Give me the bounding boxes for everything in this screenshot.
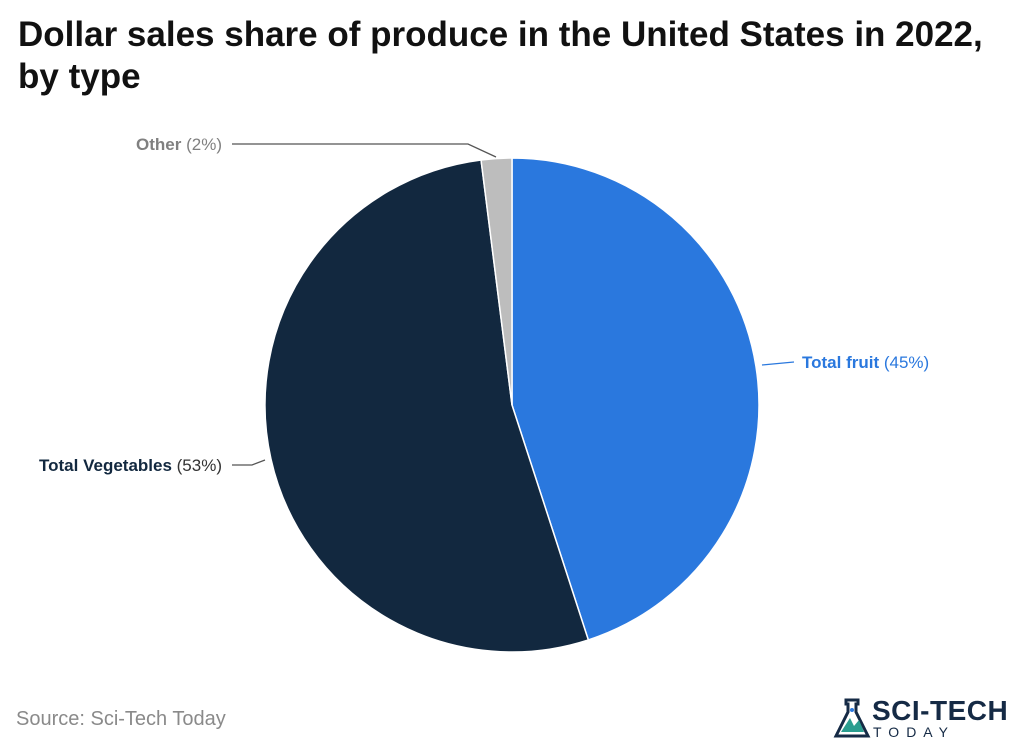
pie-chart: Total fruit (45%) Total Vegetables (53%) O…	[39, 135, 929, 653]
leader-line-other	[232, 143, 497, 158]
slice-label-total-vegetables: Total Vegetables (53%)	[39, 456, 222, 475]
pie-slice-other	[480, 157, 513, 406]
slice-label-other: Other (2%)	[136, 135, 222, 154]
logo-subtext: TODAY	[873, 724, 955, 740]
slice-label-total-fruit: Total fruit (45%)	[802, 353, 929, 372]
flask-icon	[833, 698, 871, 738]
slice-label-value: (45%)	[879, 353, 929, 372]
slice-label-name: Other	[136, 135, 182, 154]
pie-slice-total-fruit	[511, 157, 760, 641]
leader-line-total-vegetables	[232, 459, 266, 466]
slice-label-value: (2%)	[181, 135, 222, 154]
slice-label-value: (53%)	[172, 456, 222, 475]
logo: SCI-TECH TODAY	[832, 694, 1012, 744]
slice-label-name: Total Vegetables	[39, 456, 172, 475]
source-note: Source: Sci-Tech Today	[16, 708, 226, 730]
leader-line-total-fruit	[761, 361, 795, 366]
pie-slice-total-vegetables	[264, 159, 590, 653]
logo-text: SCI-TECH	[872, 695, 1009, 726]
chart-title: Dollar sales share of produce in the Uni…	[18, 15, 983, 96]
slice-label-name: Total fruit	[802, 353, 879, 372]
